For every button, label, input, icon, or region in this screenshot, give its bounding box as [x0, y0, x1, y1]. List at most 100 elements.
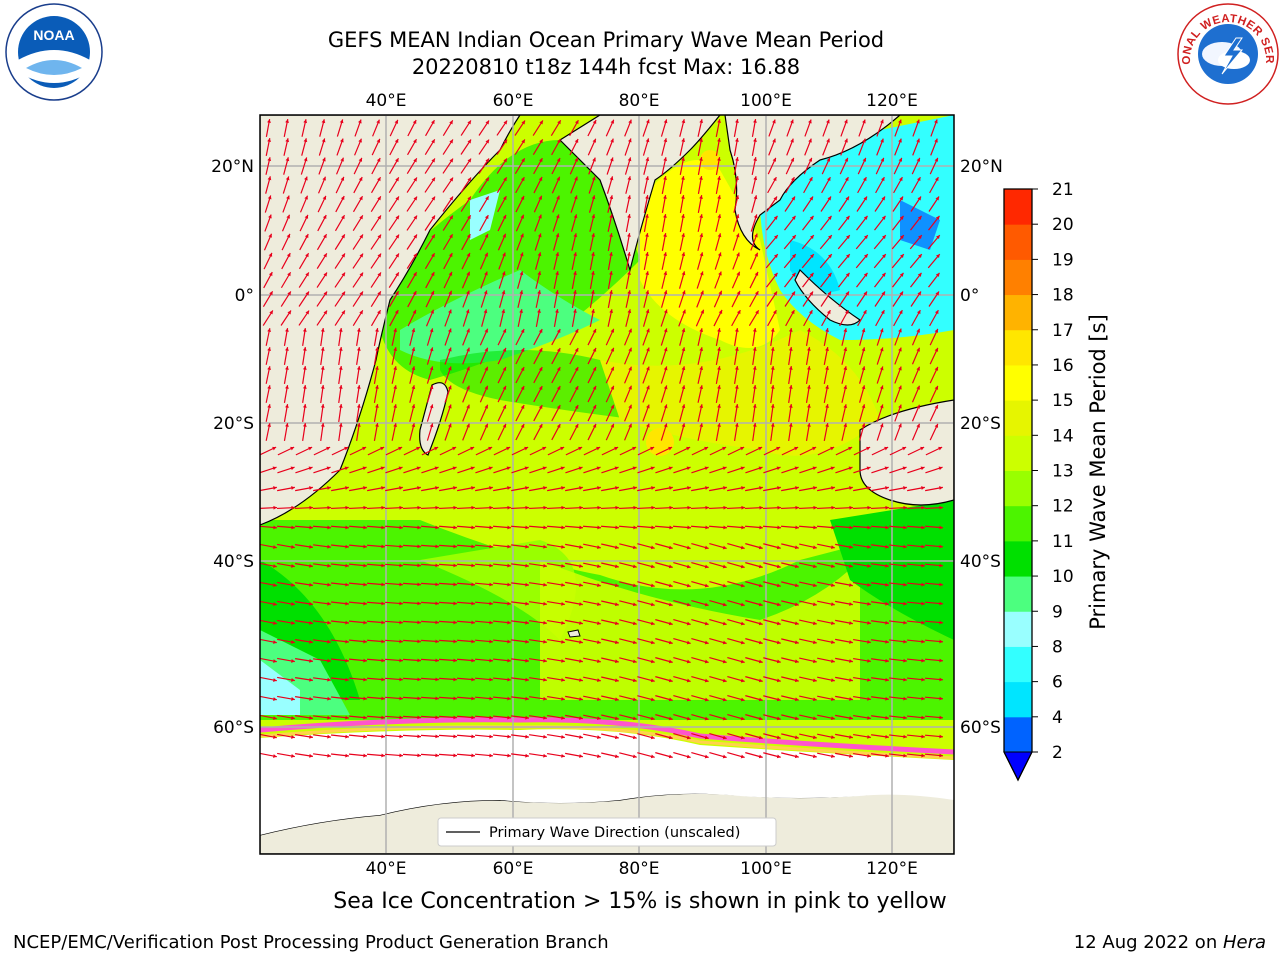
wave-vector-head: [663, 328, 668, 333]
wave-vector-head: [753, 119, 757, 123]
wave-vector-head: [273, 525, 277, 530]
wave-vector-head: [699, 366, 704, 371]
wave-vector-head: [429, 423, 434, 428]
wave-vector-head: [939, 505, 943, 510]
wave-vector-head: [327, 696, 331, 701]
wave-vector-head: [308, 466, 313, 471]
wave-vector-head: [411, 385, 416, 390]
wave-vector-head: [430, 272, 435, 277]
wave-vector-head: [758, 716, 763, 721]
wave-vector-head: [646, 366, 650, 371]
wave-vector-head: [939, 620, 943, 625]
wave-vector-head: [596, 640, 601, 644]
wave-vector-head: [356, 423, 361, 427]
wave-vector-head: [645, 233, 649, 237]
wave-vector-head: [681, 157, 685, 161]
colorbar-tick-label: 8: [1052, 637, 1063, 657]
wave-vector-head: [650, 716, 655, 721]
wave-vector-head: [882, 254, 886, 259]
wave-vector-head: [507, 639, 511, 644]
wave-vector-head: [453, 658, 457, 663]
wave-vector-head: [449, 139, 453, 144]
wave-vector-head: [735, 157, 739, 161]
wave-vector-head: [759, 505, 763, 510]
wave-vector-head: [503, 120, 508, 125]
wave-vector-head: [686, 716, 691, 721]
wave-vector-head: [574, 367, 579, 372]
wave-vector-head: [555, 214, 560, 219]
wave-vector-head: [849, 505, 853, 510]
wave-vector-head: [377, 177, 381, 182]
wave-vector-head: [735, 119, 739, 123]
wave-vector-head: [867, 639, 871, 644]
wave-vector-head: [429, 328, 434, 333]
wave-vector-head: [849, 486, 853, 490]
wave-vector-head: [921, 563, 925, 568]
wave-vector-head: [898, 423, 902, 428]
wave-vector-head: [734, 328, 739, 332]
wave-vector-head: [381, 544, 385, 549]
wave-vector-head: [885, 715, 889, 720]
wave-vector-head: [543, 753, 547, 758]
wave-vector-head: [740, 716, 745, 721]
wave-vector-head: [668, 716, 673, 721]
wave-vector-head: [273, 564, 277, 568]
wave-vector-head: [704, 446, 709, 451]
wave-vector-head: [861, 385, 866, 390]
wave-vector-head: [447, 347, 452, 352]
wave-vector-head: [356, 404, 361, 408]
wave-vector-head: [431, 139, 435, 144]
wave-vector-head: [609, 309, 614, 314]
wave-vector-head: [812, 621, 817, 626]
wave-vector-head: [741, 505, 745, 510]
wave-vector-head: [752, 347, 757, 351]
wave-vector-head: [740, 659, 745, 664]
wave-vector-head: [291, 583, 295, 587]
wave-vector-head: [843, 347, 848, 352]
wave-vector-head: [524, 446, 529, 451]
wave-vector-head: [380, 466, 385, 471]
wave-vector-head: [704, 621, 709, 626]
wave-vector-head: [596, 678, 601, 682]
wave-vector-head: [844, 119, 848, 124]
wave-vector-head: [538, 176, 543, 181]
wave-vector-head: [448, 290, 452, 295]
wave-vector-head: [592, 423, 597, 428]
wave-vector-head: [903, 677, 907, 682]
wave-vector-head: [813, 525, 817, 530]
wave-vector-head: [574, 176, 578, 181]
wave-vector-head: [416, 466, 421, 471]
wave-vector-head: [560, 446, 565, 451]
wave-vector-head: [722, 640, 727, 645]
wave-vector-head: [610, 328, 615, 333]
wave-vector-head: [885, 620, 889, 625]
wave-vector-head: [413, 177, 417, 182]
wave-vector-head: [471, 601, 475, 606]
wave-vector-head: [507, 582, 511, 587]
wave-vector-head: [502, 233, 506, 238]
lon-tick-bottom: 60°E: [493, 859, 534, 879]
wave-vector-head: [543, 505, 547, 510]
wave-vector-head: [466, 347, 470, 352]
wave-vector-head: [885, 544, 889, 549]
wave-vector-head: [267, 347, 271, 352]
wave-vector-head: [345, 658, 349, 663]
wave-vector-head: [453, 563, 457, 568]
wave-vector-head: [305, 291, 309, 296]
wave-vector-head: [699, 423, 704, 428]
wave-vector-head: [903, 753, 907, 758]
wave-vector-head: [285, 328, 289, 332]
wave-vector-head: [867, 486, 871, 490]
wave-vector-head: [718, 290, 722, 295]
wave-vector-head: [413, 234, 417, 239]
colorbar-label: Primary Wave Mean Period [s]: [1086, 314, 1110, 630]
wave-vector-head: [717, 347, 721, 351]
wave-vector-head: [381, 601, 385, 606]
wave-vector-head: [291, 754, 295, 758]
wave-vector-head: [776, 466, 781, 471]
wave-vector-head: [286, 195, 290, 200]
wave-vector-head: [899, 272, 904, 277]
wave-vector-head: [669, 486, 673, 490]
wave-vector-head: [916, 328, 920, 333]
wave-vector-head: [489, 639, 493, 644]
